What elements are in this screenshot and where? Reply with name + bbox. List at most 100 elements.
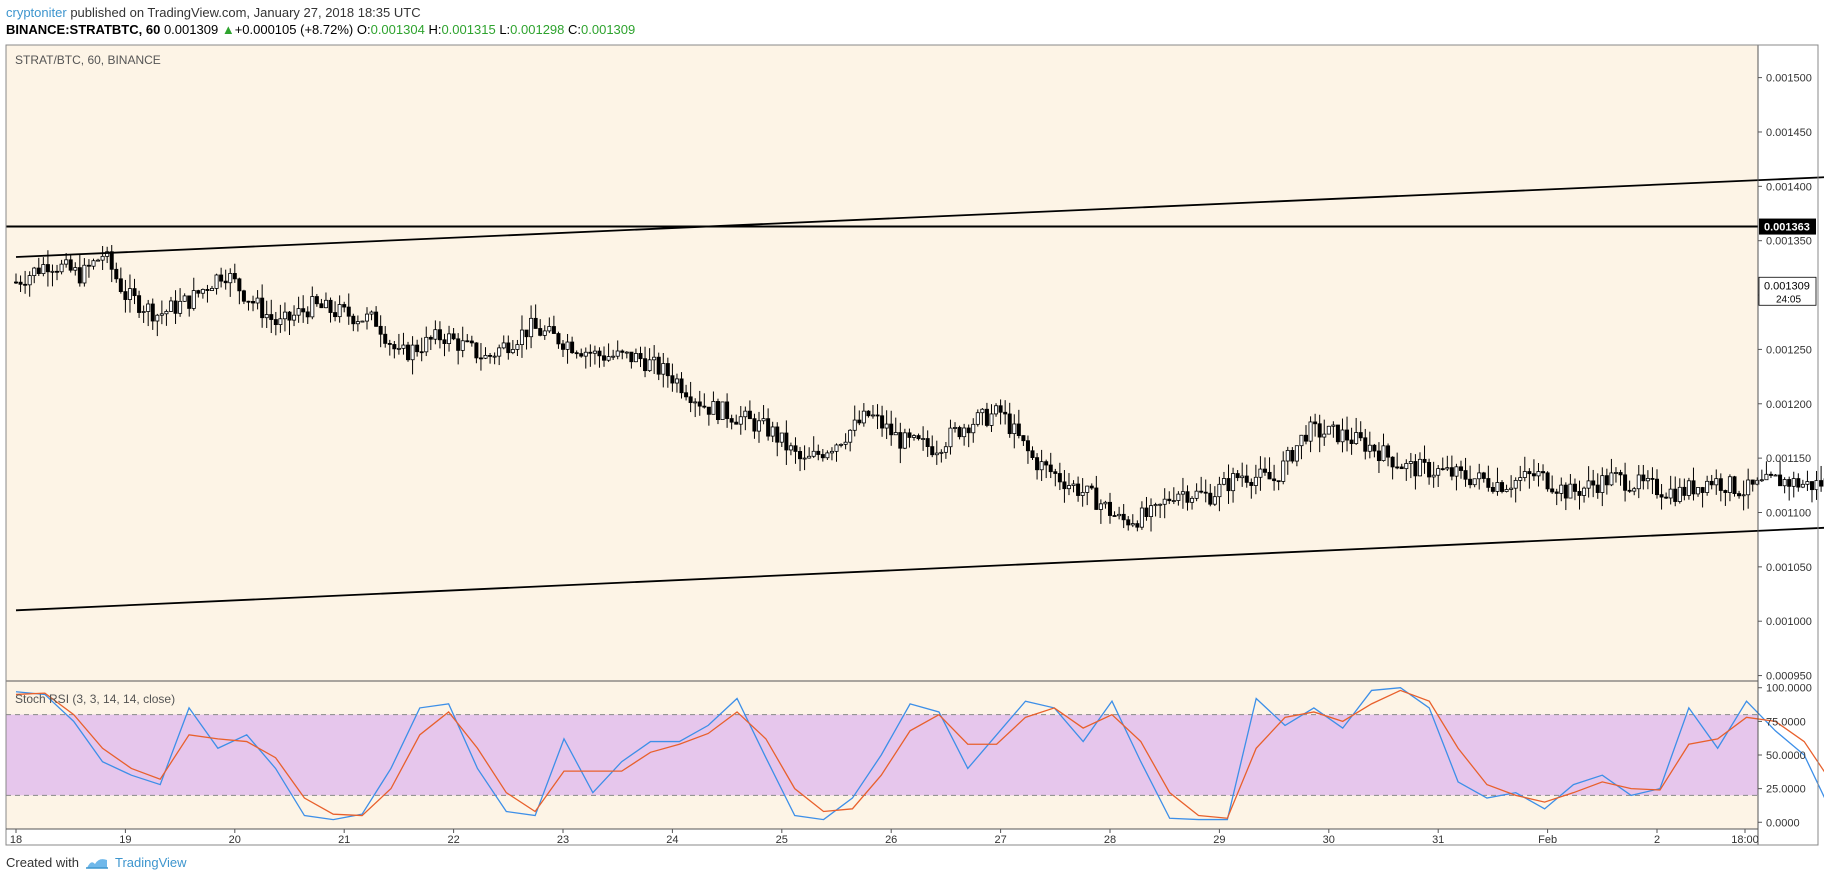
candle-down <box>1550 488 1555 493</box>
candle-up <box>310 296 315 318</box>
candles-layer <box>13 245 1824 532</box>
candle-up <box>948 427 953 448</box>
candle-up <box>214 274 219 289</box>
candle-down <box>1449 467 1454 477</box>
candle-down <box>1386 445 1391 458</box>
candle-down <box>784 432 789 451</box>
candle-up <box>296 308 301 316</box>
candle-down <box>223 280 228 284</box>
candle-up <box>779 432 784 443</box>
candle-down <box>725 401 730 419</box>
candle-down <box>374 311 379 327</box>
candle-down <box>907 432 912 438</box>
candle-up <box>1582 487 1587 496</box>
candle-up <box>1171 500 1176 502</box>
candle-down <box>77 267 82 284</box>
candle-down <box>1490 486 1495 492</box>
candle-up <box>1340 429 1345 443</box>
candle-up <box>1668 488 1673 499</box>
author-link[interactable]: cryptoniter <box>6 5 67 20</box>
x-tick-label: 21 <box>338 834 350 846</box>
y-tick-label: 0.001150 <box>1766 453 1811 465</box>
last-price: 0.001309 <box>163 22 219 37</box>
candle-down <box>1527 471 1532 475</box>
candle-up <box>424 336 429 353</box>
candle-down <box>1577 491 1582 496</box>
candle-down <box>114 268 119 280</box>
y-tick-label: 0.001100 <box>1766 507 1811 519</box>
candle-up <box>433 329 438 340</box>
candle-down <box>260 297 265 319</box>
candle-down <box>889 423 894 436</box>
candle-up <box>1714 478 1719 486</box>
drawings-layer[interactable] <box>6 103 1824 612</box>
candle-up <box>953 427 958 429</box>
candle-up <box>364 313 369 322</box>
candle-down <box>187 295 192 309</box>
candle-up <box>994 405 999 415</box>
candle-down <box>1618 472 1623 476</box>
candle-up <box>893 432 898 436</box>
candle-down <box>670 375 675 384</box>
candle-up <box>1217 483 1222 498</box>
candle-up <box>50 270 55 273</box>
candle-up <box>1727 476 1732 493</box>
candle-up <box>1039 461 1044 471</box>
candle-up <box>1153 504 1158 507</box>
candle-down <box>1262 468 1267 473</box>
candle-down <box>506 342 511 354</box>
x-tick-label: 28 <box>1104 834 1116 846</box>
candle-up <box>278 318 283 326</box>
candle-up <box>1800 483 1805 488</box>
tradingview-brand[interactable]: TradingView <box>114 855 187 870</box>
candle-down <box>688 396 693 404</box>
candle-up <box>611 355 616 358</box>
candle-up <box>911 435 916 438</box>
candle-down <box>538 328 543 336</box>
x-tick-label: 2 <box>1654 834 1660 846</box>
candle-up <box>1755 479 1760 485</box>
candle-up <box>720 401 725 421</box>
x-tick-label: 18 <box>10 834 22 846</box>
candle-down <box>437 329 442 341</box>
candle-down <box>798 451 803 460</box>
candle-down <box>1819 480 1824 487</box>
candle-up <box>902 432 907 449</box>
channel-upper-line <box>15 176 1824 258</box>
x-tick-label: 18:00 <box>1731 834 1759 846</box>
candle-down <box>1563 484 1568 499</box>
candle-down <box>984 408 989 426</box>
candle-down <box>1554 491 1559 494</box>
candle-down <box>456 338 461 351</box>
candle-down <box>273 319 278 326</box>
candle-up <box>1764 473 1769 481</box>
candle-up <box>255 297 260 304</box>
candle-down <box>916 435 921 440</box>
candle-down <box>579 353 584 357</box>
x-tick-label: 30 <box>1323 834 1335 846</box>
candle-down <box>643 358 648 372</box>
candle-down <box>287 311 292 321</box>
candle-up <box>1759 479 1764 482</box>
tradingview-logo-icon <box>85 858 108 869</box>
candle-up <box>264 314 269 319</box>
candle-down <box>378 325 383 335</box>
candle-down <box>1345 429 1350 441</box>
candle-down <box>597 350 602 357</box>
candle-up <box>1258 468 1263 478</box>
candle-down <box>428 336 433 340</box>
candle-down <box>1413 461 1418 477</box>
candle-down <box>1718 478 1723 491</box>
candle-down <box>1126 519 1131 526</box>
candle-up <box>178 300 183 314</box>
candle-up <box>583 351 588 357</box>
candle-down <box>346 306 351 317</box>
candle-down <box>1595 484 1600 493</box>
candle-up <box>1281 460 1286 482</box>
candle-down <box>570 341 575 354</box>
candle-down <box>1641 474 1646 482</box>
candle-down <box>474 342 479 359</box>
candle-down <box>1422 458 1427 463</box>
candle-down <box>684 392 689 398</box>
